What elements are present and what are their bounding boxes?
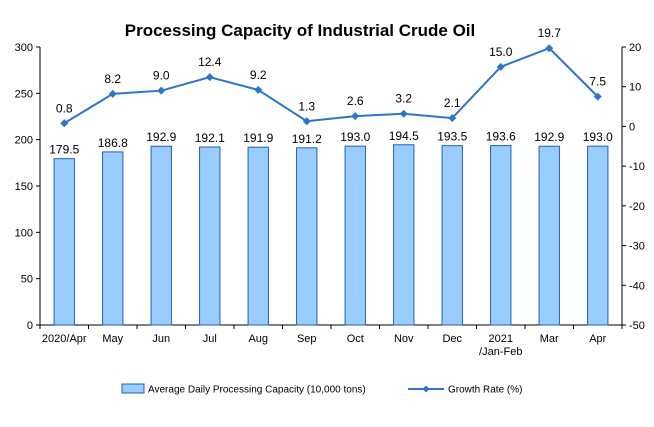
chart-title: Processing Capacity of Industrial Crude … (125, 21, 475, 40)
right-tick-label: -10 (629, 161, 645, 173)
bar-value-label: 186.8 (98, 136, 128, 150)
bar-value-label: 193.6 (486, 130, 516, 144)
x-tick-label: Sep (297, 333, 317, 345)
bar (247, 146, 269, 326)
line-value-label: 7.5 (589, 75, 606, 89)
x-tick-label: 2020/Apr (42, 333, 87, 345)
left-tick-label: 100 (15, 227, 33, 239)
line-point (448, 114, 457, 123)
x-tick-label: Apr (589, 333, 606, 345)
line-value-label: 9.0 (153, 69, 170, 83)
right-tick-label: 10 (629, 82, 641, 94)
line-value-label: 2.1 (444, 96, 461, 110)
left-tick-label: 50 (21, 274, 33, 286)
line-series (60, 44, 602, 128)
line-value-label: 9.2 (250, 68, 267, 82)
line-point (60, 119, 69, 128)
bar (199, 146, 221, 326)
x-tick-label: Jul (203, 333, 217, 345)
bar-value-label: 192.9 (146, 130, 176, 144)
left-tick-label: 0 (27, 320, 33, 332)
left-tick-label: 300 (15, 42, 33, 54)
line-value-label: 0.8 (56, 101, 73, 115)
right-tick-label: -20 (629, 201, 645, 213)
line-point (302, 117, 311, 126)
line-point (108, 89, 117, 98)
bar-value-label: 192.9 (534, 130, 564, 144)
x-tick-label: Oct (347, 333, 364, 345)
bar-value-label: 194.5 (389, 129, 419, 143)
x-tick-label: 2021/Jan-Feb (479, 333, 522, 358)
left-tick-label: 200 (15, 135, 33, 147)
line-point (205, 73, 214, 82)
bar-value-label: 193.0 (583, 130, 613, 144)
legend-bar-swatch (121, 383, 145, 394)
right-tick-label: -30 (629, 241, 645, 253)
left-tick-label: 250 (15, 88, 33, 100)
left-tick-label: 150 (15, 181, 33, 193)
line-value-label: 2.6 (347, 94, 364, 108)
bar (296, 147, 318, 326)
line-value-label: 3.2 (395, 92, 412, 106)
line-value-label: 19.7 (538, 26, 562, 40)
bar (587, 145, 609, 326)
bar (150, 145, 172, 326)
axes: 050100150200250300-50-40-30-20-100102020… (15, 42, 645, 358)
line-point (496, 62, 505, 71)
bar-value-label: 179.5 (49, 143, 79, 157)
bar-value-label: 192.1 (195, 131, 225, 145)
growth-rate-line (63, 47, 599, 125)
x-tick-label: Dec (442, 333, 462, 345)
line-point (545, 44, 554, 53)
x-tick-label: Mar (540, 333, 559, 345)
x-tick-label: Aug (248, 333, 268, 345)
line-point (351, 112, 360, 121)
bar (490, 145, 512, 326)
x-tick-label: Nov (394, 333, 414, 345)
right-tick-label: -50 (629, 320, 645, 332)
line-value-label: 12.4 (198, 55, 222, 69)
line-value-label: 8.2 (104, 72, 121, 86)
x-tick-label: Jun (152, 333, 170, 345)
bar (393, 144, 415, 326)
bar-value-label: 191.9 (243, 131, 273, 145)
bar (538, 145, 560, 326)
right-tick-label: 20 (629, 42, 641, 54)
x-tick-label: May (102, 333, 123, 345)
bar (53, 158, 75, 326)
line-point (157, 86, 166, 95)
line-value-label: 15.0 (489, 45, 513, 59)
bar-series (53, 144, 609, 326)
legend-line-label: Growth Rate (%) (448, 385, 522, 396)
legend-bar-label: Average Daily Processing Capacity (10,00… (148, 385, 366, 396)
line-point (254, 85, 263, 94)
right-tick-label: -40 (629, 280, 645, 292)
line-point (399, 109, 408, 118)
bar (441, 145, 463, 326)
line-value-label: 1.3 (298, 99, 315, 113)
bar (102, 151, 124, 326)
data-labels: 179.5 186.8 192.9 192.1 191.9 191.2 193.0 194.5… (49, 26, 613, 156)
bar-value-label: 193.0 (340, 130, 370, 144)
line-point (593, 92, 602, 101)
bar-value-label: 193.5 (437, 130, 467, 144)
legend: Average Daily Processing Capacity (10,00… (121, 383, 522, 396)
bar-value-label: 191.2 (292, 132, 322, 146)
legend-line-marker (422, 385, 430, 393)
right-tick-label: 0 (629, 121, 635, 133)
bar (344, 145, 366, 326)
